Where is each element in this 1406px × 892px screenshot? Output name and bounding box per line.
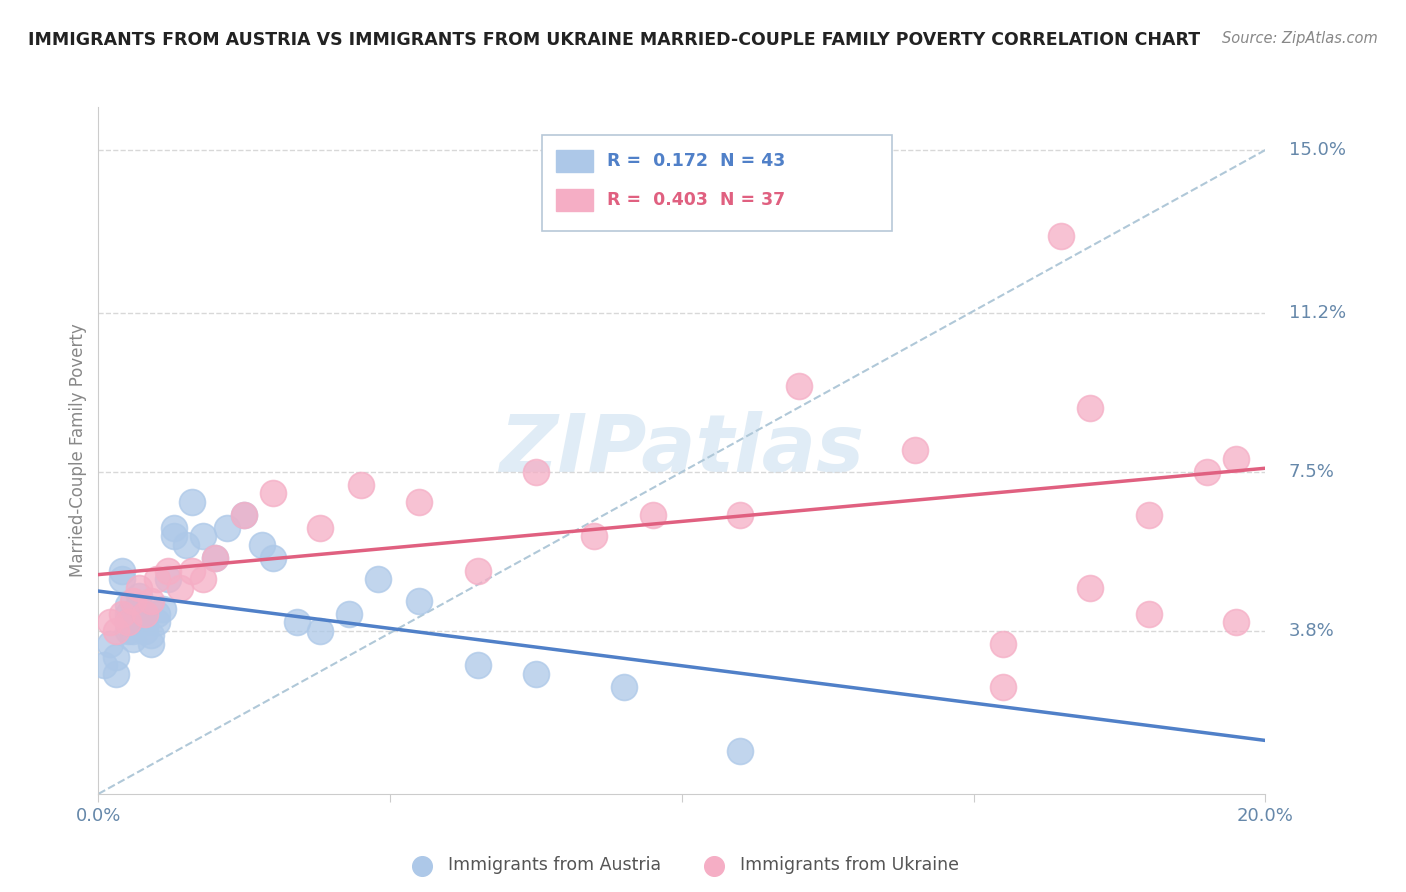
Y-axis label: Married-Couple Family Poverty: Married-Couple Family Poverty (69, 324, 87, 577)
Point (1080, 401, 1102, 415)
Point (128, 581, 150, 595)
Text: R =  0.403  N = 37: R = 0.403 N = 37 (607, 191, 786, 209)
Point (285, 615, 308, 630)
FancyBboxPatch shape (555, 150, 593, 171)
Point (193, 529, 215, 543)
Point (350, 478, 373, 492)
Point (524, 465, 547, 479)
Text: ZIPatlas: ZIPatlas (499, 411, 865, 490)
Point (991, 680, 1014, 694)
Point (98, 615, 121, 630)
Point (111, 564, 134, 578)
Point (262, 486, 284, 500)
Point (122, 632, 145, 647)
Point (104, 666, 127, 681)
Point (157, 572, 180, 586)
Point (139, 637, 162, 651)
Point (93, 658, 115, 673)
Point (134, 607, 156, 621)
Point (612, 680, 634, 694)
Point (250, 538, 273, 552)
Point (817, 164, 839, 178)
Point (117, 615, 139, 630)
Point (163, 521, 186, 535)
Point (262, 550, 284, 565)
Point (139, 593, 162, 607)
Point (134, 624, 156, 638)
Point (730, 508, 752, 522)
Point (467, 658, 489, 673)
Point (128, 590, 150, 604)
Point (122, 593, 145, 607)
Point (157, 564, 180, 578)
Point (146, 607, 169, 621)
Point (367, 572, 389, 586)
Point (117, 598, 139, 612)
Point (146, 572, 169, 586)
Point (111, 572, 134, 586)
Text: R =  0.172  N = 43: R = 0.172 N = 43 (607, 152, 786, 169)
Text: 11.2%: 11.2% (1289, 304, 1346, 322)
Point (408, 593, 430, 607)
Point (309, 624, 332, 638)
Point (215, 521, 238, 535)
Legend: Immigrants from Austria, Immigrants from Ukraine: Immigrants from Austria, Immigrants from… (398, 849, 966, 881)
Text: 7.5%: 7.5% (1289, 463, 1334, 481)
Point (163, 529, 186, 543)
Point (309, 521, 332, 535)
Text: 3.8%: 3.8% (1289, 622, 1334, 640)
Point (180, 495, 202, 509)
Point (904, 443, 927, 458)
Text: IMMIGRANTS FROM AUSTRIA VS IMMIGRANTS FROM UKRAINE MARRIED-COUPLE FAMILY POVERTY: IMMIGRANTS FROM AUSTRIA VS IMMIGRANTS FR… (28, 31, 1201, 49)
Point (787, 379, 810, 393)
Point (128, 607, 150, 621)
Point (204, 550, 226, 565)
Text: Source: ZipAtlas.com: Source: ZipAtlas.com (1222, 31, 1378, 46)
Point (152, 602, 174, 616)
Point (146, 615, 169, 630)
Point (1137, 607, 1160, 621)
Point (122, 615, 145, 630)
Point (467, 564, 489, 578)
Point (139, 628, 162, 642)
Point (117, 624, 139, 638)
Point (117, 607, 139, 621)
Point (98, 637, 121, 651)
Point (104, 649, 127, 664)
Point (583, 529, 606, 543)
Point (174, 538, 197, 552)
FancyBboxPatch shape (555, 189, 593, 211)
Point (104, 624, 127, 638)
Point (134, 615, 156, 630)
Point (111, 607, 134, 621)
Point (204, 550, 226, 565)
Point (128, 598, 150, 612)
Point (117, 615, 139, 630)
Point (122, 624, 145, 638)
FancyBboxPatch shape (541, 135, 891, 231)
Point (730, 744, 752, 758)
Point (1225, 615, 1247, 630)
Point (337, 607, 360, 621)
Point (1050, 228, 1073, 243)
Point (169, 581, 191, 595)
Text: 15.0%: 15.0% (1289, 141, 1346, 159)
Point (193, 572, 215, 586)
Point (233, 508, 256, 522)
Point (1080, 581, 1102, 595)
Point (991, 637, 1014, 651)
Point (641, 508, 664, 522)
Point (1225, 452, 1247, 467)
Point (408, 495, 430, 509)
Point (180, 564, 202, 578)
Point (233, 508, 256, 522)
Point (1195, 465, 1218, 479)
Point (1137, 508, 1160, 522)
Point (524, 666, 547, 681)
